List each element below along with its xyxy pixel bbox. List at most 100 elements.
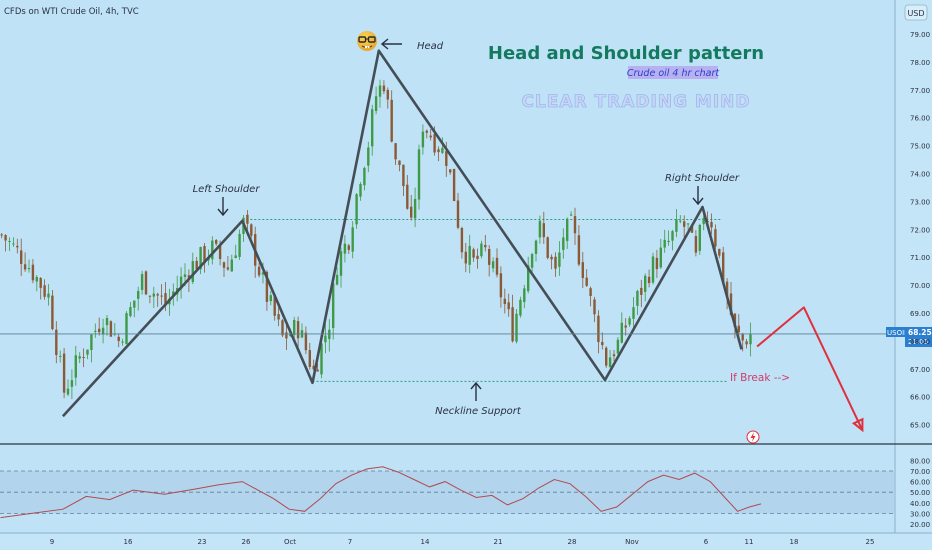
- candle-body: [16, 245, 19, 248]
- candle-body: [66, 388, 70, 395]
- candle-body: [347, 245, 350, 250]
- candle-body: [725, 281, 729, 297]
- candle-body: [222, 262, 226, 268]
- candle-body: [215, 240, 218, 244]
- candle-body: [601, 341, 604, 346]
- candle-body: [577, 235, 581, 265]
- candle-body: [472, 249, 475, 258]
- candle-body: [667, 240, 670, 243]
- candle-body: [43, 285, 46, 297]
- candle-body: [686, 223, 690, 225]
- candle-body: [339, 251, 343, 276]
- candle-body: [140, 274, 144, 290]
- candle-body: [35, 276, 38, 282]
- candle-body: [293, 319, 296, 335]
- candle-body: [12, 243, 15, 245]
- candle-body: [550, 256, 553, 260]
- candle-body: [296, 321, 300, 339]
- time-tick-label: 9: [50, 538, 54, 546]
- candle-body: [413, 198, 417, 219]
- candle-body: [386, 89, 389, 100]
- candle-body: [679, 220, 682, 222]
- candle-body: [70, 380, 74, 387]
- pattern-levels: [242, 219, 728, 382]
- candle-body: [608, 357, 612, 368]
- time-tick-label: 23: [198, 538, 207, 546]
- candle-body: [710, 221, 713, 228]
- candle-body: [519, 299, 522, 316]
- candle-body: [281, 320, 284, 336]
- candle-body: [62, 353, 66, 393]
- candle-body: [82, 357, 85, 359]
- candle-body: [121, 341, 124, 343]
- candle-body: [257, 266, 261, 276]
- candle-body: [367, 147, 370, 166]
- candle-body: [125, 313, 128, 345]
- candle-body: [534, 240, 538, 254]
- candle-body: [195, 260, 198, 270]
- candle-body: [312, 365, 315, 370]
- candle-body: [714, 229, 717, 247]
- candle-body: [218, 245, 222, 259]
- price-tick-label: 72.00: [910, 226, 930, 234]
- candle-body: [542, 223, 545, 238]
- watermark-text: CLEAR TRADING MIND: [521, 92, 750, 112]
- candle-body: [0, 234, 3, 236]
- candle-body: [729, 293, 733, 315]
- candle-body: [745, 341, 748, 345]
- candle-body: [51, 295, 54, 330]
- candle-body: [406, 184, 409, 209]
- time-tick-label: Nov: [625, 538, 639, 546]
- candle-body: [460, 227, 464, 253]
- candle-body: [425, 130, 428, 133]
- candle-body: [351, 227, 354, 252]
- candle-body: [655, 257, 659, 270]
- rsi-tick-label: 20.00: [910, 521, 930, 529]
- rsi-tick-label: 80.00: [910, 457, 930, 465]
- time-tick-label: 25: [866, 538, 875, 546]
- candle-body: [363, 167, 366, 186]
- candle-body: [129, 307, 132, 317]
- candle-body: [683, 221, 686, 227]
- price-tick-label: 69.00: [910, 310, 930, 318]
- breakdown-projection-line[interactable]: [756, 306, 864, 431]
- candle-body: [402, 164, 405, 187]
- candle-body: [558, 252, 561, 267]
- candle-body: [94, 330, 97, 332]
- candle-body: [589, 288, 592, 296]
- rsi-line: [0, 466, 762, 519]
- candle-body: [527, 265, 530, 292]
- head-and-shoulders-zigzag[interactable]: [61, 49, 743, 418]
- candle-body: [320, 343, 323, 375]
- candle-body: [23, 264, 27, 270]
- price-axis[interactable]: [895, 0, 932, 550]
- if-break-label: If Break -->: [730, 372, 790, 384]
- candle-body: [78, 356, 81, 359]
- candle-body: [464, 251, 467, 264]
- time-tick-label: 6: [704, 538, 709, 546]
- price-tick-label: 75.00: [910, 143, 930, 151]
- candle-body: [511, 307, 514, 342]
- lightning-alert-icon[interactable]: [746, 430, 760, 444]
- candle-body: [74, 355, 77, 378]
- time-tick-label: Oct: [284, 538, 296, 546]
- candle-body: [20, 250, 23, 264]
- candle-body: [546, 237, 549, 258]
- price-tick-label: 74.00: [910, 171, 930, 179]
- candle-body: [632, 307, 635, 319]
- price-tick-label: 66.00: [910, 394, 930, 402]
- candle-body: [148, 295, 152, 297]
- candle-body: [445, 151, 448, 166]
- time-tick-label: 28: [568, 538, 577, 546]
- candle-body: [675, 219, 678, 232]
- pattern-subtitle: Crude oil 4 hr chart: [627, 68, 721, 79]
- currency-button[interactable]: [904, 4, 928, 21]
- time-axis[interactable]: [0, 533, 932, 550]
- left-shoulder-label: Left Shoulder: [193, 184, 261, 195]
- candle-body: [421, 131, 425, 148]
- candle-body: [179, 276, 183, 289]
- candle-body: [737, 325, 740, 333]
- candle-body: [199, 247, 202, 270]
- candle-body: [515, 313, 518, 342]
